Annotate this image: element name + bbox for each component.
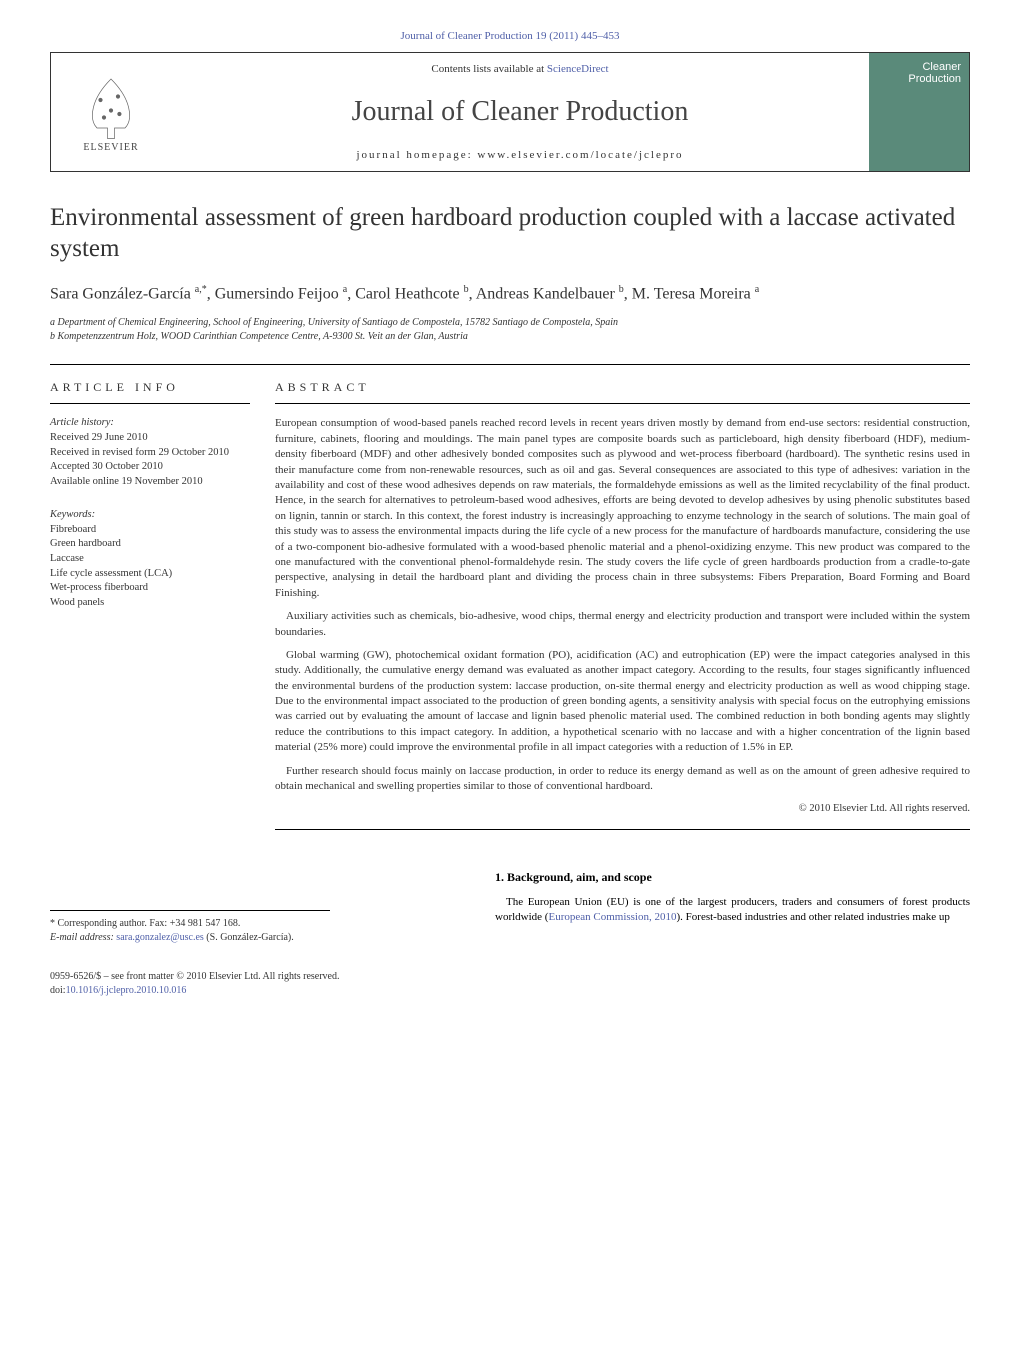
homepage-line: journal homepage: www.elsevier.com/locat… — [171, 149, 869, 161]
email-suffix: (S. González-García). — [204, 932, 294, 943]
email-label: E-mail address: — [50, 932, 116, 943]
keyword-item: Fibreboard — [50, 523, 250, 538]
affiliation-a: a Department of Chemical Engineering, Sc… — [50, 316, 970, 330]
header-center: Contents lists available at ScienceDirec… — [171, 53, 869, 171]
journal-name: Journal of Cleaner Production — [171, 96, 869, 128]
keywords-title: Keywords: — [50, 508, 250, 523]
history-received: Received 29 June 2010 — [50, 431, 250, 446]
header-citation: Journal of Cleaner Production 19 (2011) … — [50, 30, 970, 42]
section-1-text: The European Union (EU) is one of the la… — [495, 895, 970, 926]
affiliation-b: b Kompetenzzentrum Holz, WOOD Carinthian… — [50, 330, 970, 344]
footer-section: * Corresponding author. Fax: +34 981 547… — [50, 870, 970, 998]
contents-line: Contents lists available at ScienceDirec… — [171, 63, 869, 75]
corresponding-footnote: * Corresponding author. Fax: +34 981 547… — [50, 910, 330, 945]
abstract-p4: Further research should focus mainly on … — [275, 764, 970, 795]
elsevier-logo-box: ELSEVIER — [51, 53, 171, 171]
contents-prefix: Contents lists available at — [431, 63, 546, 75]
section-1-suffix: ). Forest-based industries and other rel… — [677, 911, 950, 923]
abstract-body: European consumption of wood-based panel… — [275, 416, 970, 830]
citation-link[interactable]: European Commission, 2010 — [548, 911, 676, 923]
doi-link[interactable]: 10.1016/j.jclepro.2010.10.016 — [66, 985, 187, 996]
affiliations: a Department of Chemical Engineering, Sc… — [50, 316, 970, 344]
keyword-item: Life cycle assessment (LCA) — [50, 567, 250, 582]
abstract-heading: ABSTRACT — [275, 380, 970, 404]
cleaner-line2: Production — [908, 73, 961, 85]
elsevier-label: ELSEVIER — [83, 142, 138, 153]
history-revised: Received in revised form 29 October 2010 — [50, 446, 250, 461]
corr-author: * Corresponding author. Fax: +34 981 547… — [50, 917, 330, 931]
bottom-meta: 0959-6526/$ – see front matter © 2010 El… — [50, 970, 470, 998]
history-accepted: Accepted 30 October 2010 — [50, 460, 250, 475]
footer-left: * Corresponding author. Fax: +34 981 547… — [50, 870, 470, 998]
header-box: ELSEVIER Contents lists available at Sci… — [50, 52, 970, 172]
keywords: Keywords: Fibreboard Green hardboard Lac… — [50, 508, 250, 611]
cleaner-production-label: Cleaner Production — [908, 61, 961, 85]
history-online: Available online 19 November 2010 — [50, 475, 250, 490]
keyword-item: Wood panels — [50, 596, 250, 611]
section-1-heading: 1. Background, aim, and scope — [495, 870, 970, 885]
front-matter: 0959-6526/$ – see front matter © 2010 El… — [50, 970, 470, 984]
article-title: Environmental assessment of green hardbo… — [50, 202, 970, 265]
abstract-column: ABSTRACT European consumption of wood-ba… — [275, 380, 970, 830]
history-title: Article history: — [50, 416, 250, 431]
keyword-item: Green hardboard — [50, 537, 250, 552]
homepage-url[interactable]: www.elsevier.com/locate/jclepro — [477, 149, 683, 161]
doi-prefix: doi: — [50, 985, 66, 996]
footer-right: 1. Background, aim, and scope The Europe… — [495, 870, 970, 998]
abstract-p3: Global warming (GW), photochemical oxida… — [275, 648, 970, 756]
abstract-p2: Auxiliary activities such as chemicals, … — [275, 609, 970, 640]
copyright: © 2010 Elsevier Ltd. All rights reserved… — [275, 802, 970, 817]
article-info-heading: ARTICLE INFO — [50, 380, 250, 404]
doi-line: doi:10.1016/j.jclepro.2010.10.016 — [50, 984, 470, 998]
email-line: E-mail address: sara.gonzalez@usc.es (S.… — [50, 931, 330, 945]
journal-cover: Cleaner Production — [869, 53, 969, 171]
abstract-p1: European consumption of wood-based panel… — [275, 416, 970, 601]
sciencedirect-link[interactable]: ScienceDirect — [547, 63, 609, 75]
info-abstract-row: ARTICLE INFO Article history: Received 2… — [50, 364, 970, 830]
cleaner-line1: Cleaner — [908, 61, 961, 73]
authors: Sara González-García a,*, Gumersindo Fei… — [50, 283, 970, 305]
article-history: Article history: Received 29 June 2010 R… — [50, 416, 250, 489]
elsevier-tree-icon — [76, 72, 146, 142]
article-info-column: ARTICLE INFO Article history: Received 2… — [50, 380, 250, 830]
keyword-item: Wet-process fiberboard — [50, 581, 250, 596]
homepage-prefix: journal homepage: — [357, 149, 478, 161]
keyword-item: Laccase — [50, 552, 250, 567]
email-link[interactable]: sara.gonzalez@usc.es — [116, 932, 204, 943]
